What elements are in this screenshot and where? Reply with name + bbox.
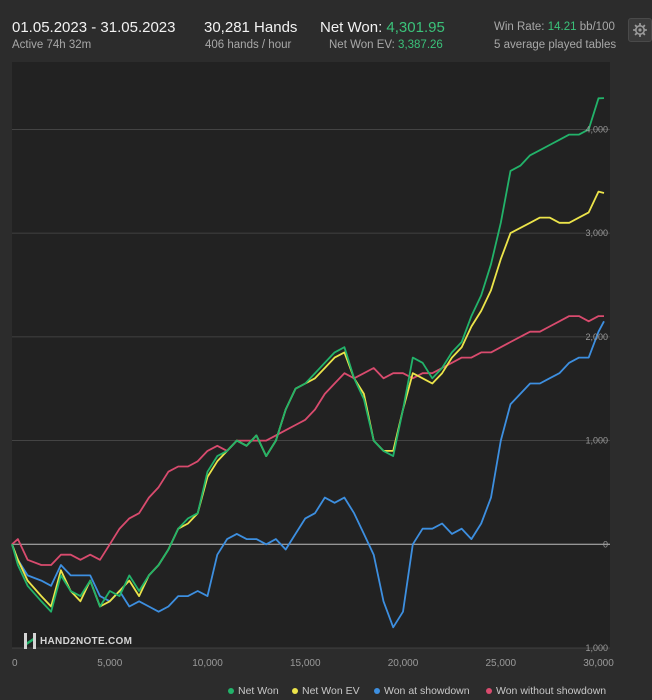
logo-text: HAND2NOTE.COM bbox=[40, 635, 133, 647]
date-range[interactable]: 01.05.2023 - 31.05.2023 bbox=[12, 19, 176, 36]
series-line-won-without-showdown bbox=[11, 315, 604, 566]
y-tick-label: 1,000 bbox=[585, 436, 608, 446]
legend-swatch bbox=[486, 688, 492, 695]
x-tick-label: 25,000 bbox=[485, 658, 516, 669]
legend-label: Won at showdown bbox=[384, 685, 470, 697]
plot-area bbox=[12, 62, 610, 648]
x-tick-label: 0 bbox=[12, 658, 18, 669]
y-tick-label: 1,000 bbox=[585, 643, 608, 653]
active-time: Active 74h 32m bbox=[12, 39, 92, 51]
x-tick-label: 30,000 bbox=[583, 658, 614, 669]
y-axis-ticks: 1,000 0 1,000 2,000 3,000 4,000 bbox=[585, 124, 608, 653]
hands-count: 30,281 Hands bbox=[204, 19, 298, 36]
legend-item[interactable]: Won at showdown bbox=[374, 685, 470, 697]
x-tick-label: 15,000 bbox=[290, 658, 321, 669]
y-tick-label: 3,000 bbox=[585, 228, 608, 238]
legend-swatch bbox=[374, 688, 380, 695]
legend-swatch bbox=[292, 688, 298, 695]
net-won-value: 4,301.95 bbox=[386, 19, 445, 36]
net-won-label: Net Won: bbox=[320, 19, 383, 36]
win-rate-value: 14.21 bbox=[547, 21, 577, 33]
win-rate-label: Win Rate: bbox=[494, 21, 545, 33]
y-tick-label: 2,000 bbox=[585, 332, 608, 342]
average-tables: 5 average played tables bbox=[494, 39, 617, 51]
chart-legend: Net Won Net Won EV Won at showdown Won with… bbox=[0, 685, 652, 700]
gear-icon bbox=[633, 23, 647, 37]
header-bar: 01.05.2023 - 31.05.2023 Active 74h 32m 3… bbox=[0, 0, 652, 60]
settings-button[interactable] bbox=[628, 18, 652, 42]
series-lines bbox=[11, 97, 605, 629]
x-tick-label: 5,000 bbox=[97, 658, 122, 669]
x-tick-label: 20,000 bbox=[388, 658, 419, 669]
win-rate-unit: bb/100 bbox=[579, 21, 615, 33]
net-won-ev-label: Net Won EV: bbox=[329, 39, 395, 51]
legend-item[interactable]: Won without showdown bbox=[486, 685, 606, 697]
legend-item[interactable]: Net Won EV bbox=[292, 685, 360, 697]
x-axis-ticks: 0 5,000 10,000 15,000 20,000 25,000 30,000 bbox=[12, 658, 614, 669]
y-tick-label: 0 bbox=[603, 539, 608, 549]
legend-label: Net Won bbox=[238, 685, 279, 697]
net-won-summary: Net Won: 4,301.95 bbox=[320, 19, 445, 36]
legend-item[interactable]: Net Won bbox=[228, 685, 279, 697]
hand2note-logo-icon bbox=[24, 633, 36, 649]
legend-label: Net Won EV bbox=[302, 685, 360, 697]
legend-swatch bbox=[228, 688, 234, 695]
hand2note-logo: HAND2NOTE.COM bbox=[24, 631, 132, 651]
y-tick-label: 4,000 bbox=[585, 124, 608, 134]
series-line-net-won-ev bbox=[11, 190, 605, 608]
net-won-ev-value: 3,387.26 bbox=[398, 39, 443, 51]
net-won-ev-summary: Net Won EV: 3,387.26 bbox=[329, 39, 443, 51]
legend-label: Won without showdown bbox=[496, 685, 607, 697]
x-tick-label: 10,000 bbox=[192, 658, 223, 669]
series-line-net-won bbox=[11, 97, 605, 613]
hands-per-hour: 406 hands / hour bbox=[205, 39, 292, 51]
win-rate-summary: Win Rate: 14.21 bb/100 bbox=[494, 21, 615, 33]
